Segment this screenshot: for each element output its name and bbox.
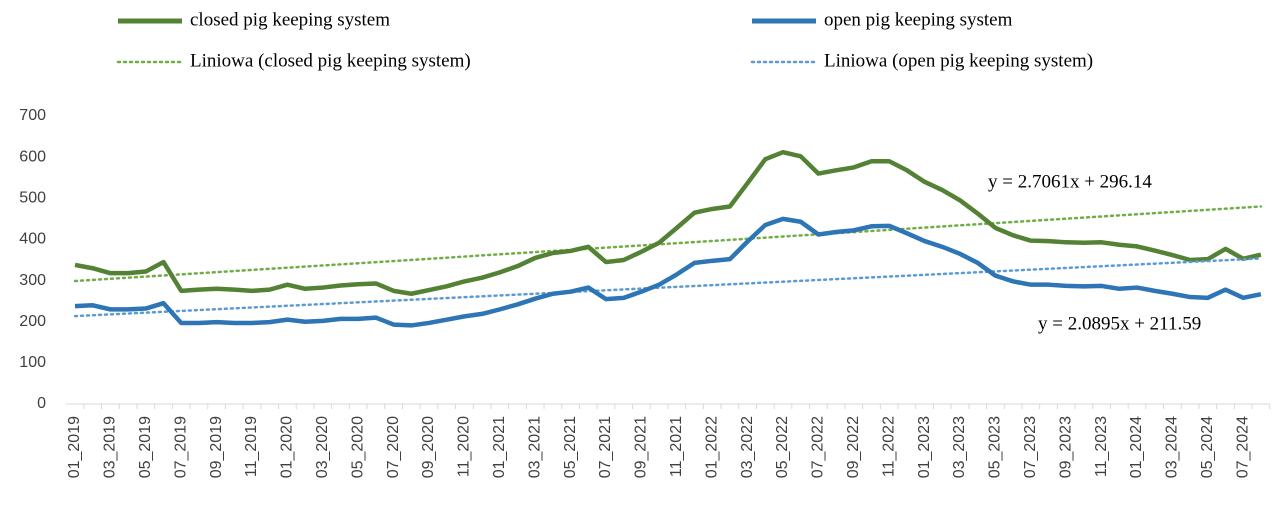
y-tick-label: 300 [19,272,46,289]
x-tick-label: 09_2020 [420,416,437,478]
x-tick-label: 05_2020 [349,416,366,478]
y-tick-label: 400 [19,231,46,248]
x-tick-label: 03_2023 [951,416,968,478]
x-tick-label: 07_2019 [172,416,189,478]
y-tick-label: 700 [19,107,46,124]
x-tick-label: 07_2024 [1234,416,1251,478]
legend-label: closed pig keeping system [190,9,390,30]
legend-label: Liniowa (closed pig keeping system) [190,50,471,71]
x-tick-label: 03_2022 [739,416,756,478]
x-tick-label: 09_2022 [845,416,862,478]
series-line [74,216,1262,328]
trend-line [73,205,1263,283]
x-tick-label: 07_2023 [1022,416,1039,478]
x-tick-label: 01_2021 [491,416,508,478]
x-tick-label: 11_2023 [1093,416,1110,477]
x-tick-label: 01_2022 [703,416,720,478]
x-tick-label: 11_2020 [456,416,473,477]
trend-equation: y = 2.7061x + 296.14 [988,171,1152,192]
legend-label: open pig keeping system [824,9,1013,30]
x-tick-label: 05_2024 [1199,416,1216,478]
x-tick-label: 09_2021 [633,416,650,478]
x-tick-label: 07_2021 [597,416,614,478]
x-tick-label: 05_2019 [137,416,154,478]
y-tick-label: 0 [37,395,46,412]
trend-equation: y = 2.0895x + 211.59 [1038,313,1201,334]
x-tick-label: 03_2024 [1164,416,1181,478]
x-tick-label: 11_2021 [668,416,685,477]
x-tick-label: 09_2019 [208,416,225,478]
x-tick-label: 01_2024 [1128,416,1145,478]
y-tick-label: 500 [19,190,46,207]
y-tick-label: 200 [19,313,46,330]
x-tick-label: 11_2019 [243,416,260,477]
x-tick-label: 05_2022 [774,416,791,478]
x-tick-label: 05_2023 [987,416,1004,478]
x-tick-label: 07_2020 [385,416,402,478]
x-tick-label: 01_2023 [916,416,933,478]
y-tick-label: 100 [19,354,46,371]
x-tick-label: 11_2022 [880,416,897,477]
legend-label: Liniowa (open pig keeping system) [824,50,1093,71]
x-tick-label: 09_2023 [1057,416,1074,478]
x-tick-label: 07_2022 [810,416,827,478]
x-tick-label: 01_2019 [66,416,83,478]
trend-line [73,257,1263,318]
x-tick-label: 03_2020 [314,416,331,478]
x-tick-label: 01_2020 [279,416,296,478]
x-tick-label: 03_2019 [102,416,119,478]
x-tick-label: 03_2021 [526,416,543,478]
y-tick-label: 600 [19,148,46,165]
x-tick-label: 05_2021 [562,416,579,478]
series-line [74,149,1262,296]
